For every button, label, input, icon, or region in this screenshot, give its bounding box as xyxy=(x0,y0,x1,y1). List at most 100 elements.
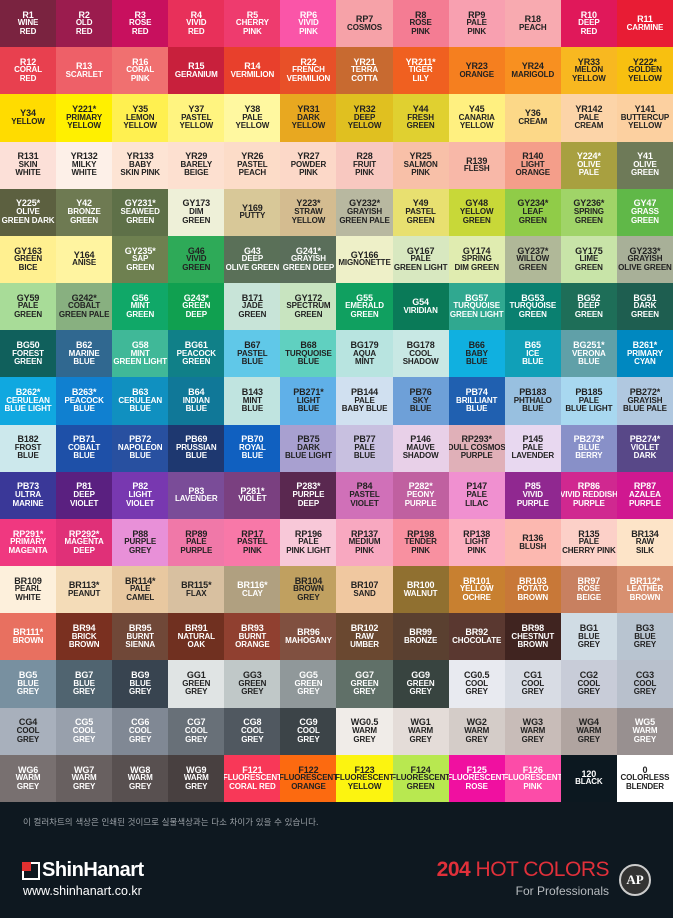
swatch-name: YELLOW xyxy=(459,206,494,216)
color-swatch: BG179 AQUA MINT xyxy=(336,330,393,378)
swatch-name: FLUORESCENT xyxy=(448,773,505,783)
swatch-name: FLESH xyxy=(463,164,490,174)
color-swatch: YR211* TIGER LILY xyxy=(392,47,449,95)
swatch-name: COTTA xyxy=(351,74,378,84)
color-swatch: P84 PASTEL VIOLET xyxy=(336,471,393,519)
color-swatch: B64 INDIAN BLUE xyxy=(168,377,225,425)
swatch-name: GREEN xyxy=(406,121,435,131)
swatch-name: WARM xyxy=(632,725,658,735)
color-swatch: G241* GRAYISH GREEN DEEP xyxy=(280,235,337,284)
swatch-name: YELLOW xyxy=(459,121,494,131)
swatch-name: GREEN xyxy=(126,309,155,319)
swatch-code: WG8 xyxy=(130,764,151,775)
swatch-code: R3 xyxy=(134,9,146,20)
color-swatch: RP198 TENDER PINK xyxy=(392,518,449,567)
swatch-name: ORANGE xyxy=(459,69,494,79)
swatch-code: G242* xyxy=(71,292,97,303)
color-swatch: BR104 BROWN GREY xyxy=(280,566,337,614)
swatch-code: GY167 xyxy=(406,245,435,256)
swatch-code: RP17 xyxy=(241,528,264,539)
swatch-name: GREEN xyxy=(14,254,43,264)
swatch-code: R11 xyxy=(637,13,653,24)
color-swatch: WG3 WARM GREY xyxy=(504,707,561,755)
swatch-name: SHADOW xyxy=(402,451,439,461)
color-swatch: GG5 GREEN GREY xyxy=(280,660,337,708)
swatch-code: RP87 xyxy=(633,481,656,492)
swatch-name: MINT xyxy=(242,395,262,405)
swatch-name: BUTTERCUP xyxy=(620,112,670,122)
swatch-name: TURQUOISE xyxy=(285,348,332,358)
color-swatch: BR103 POTATO BROWN xyxy=(504,566,561,614)
swatch-code: BR103 xyxy=(519,575,547,586)
swatch-code: RP89 xyxy=(185,528,208,539)
color-swatch: B67 PASTEL BLUE xyxy=(224,330,281,378)
color-swatch: BG50 FOREST GREEN xyxy=(0,330,57,378)
swatch-code: BR99 xyxy=(409,627,432,638)
swatch-name: PRUSSIAN xyxy=(176,442,217,452)
swatch-code: YR21 xyxy=(353,56,376,67)
swatch-name: GRAYISH xyxy=(627,254,663,264)
color-swatch: WG9 WARM GREY xyxy=(168,754,225,802)
swatch-name: DEEP xyxy=(578,18,600,28)
swatch-name: MILKY xyxy=(71,159,97,169)
color-swatch: P85 VIVID PURPLE xyxy=(504,471,561,519)
brand-logo: ShinHanart xyxy=(22,859,144,882)
swatch-name: COOL xyxy=(297,725,320,735)
swatch-name: PASTEL xyxy=(349,490,380,500)
swatch-name: SAP xyxy=(132,254,149,264)
swatch-code: R28 xyxy=(356,151,373,162)
color-swatch: F122 FLUORESCENT ORANGE xyxy=(280,754,337,802)
swatch-code: BG179 xyxy=(350,339,379,350)
swatch-name: OCHRE xyxy=(462,592,491,602)
swatch-name: BLUE xyxy=(185,451,207,461)
color-swatch: BR109 PEARL WHITE xyxy=(0,566,57,614)
swatch-name: SPRING xyxy=(461,254,492,264)
color-swatch: B143 MINT BLUE xyxy=(224,377,281,425)
color-swatch: R3 ROSE RED xyxy=(112,0,169,48)
color-swatch: RP293* DULL COSMOS PURPLE xyxy=(448,424,505,472)
swatch-name: GREY xyxy=(409,734,432,744)
swatch-name: COOL xyxy=(633,678,657,688)
swatch-name: VIOLET xyxy=(350,498,379,508)
swatch-name: BRILLIANT xyxy=(456,395,498,405)
swatch-name: BLENDER xyxy=(625,781,664,791)
swatch-name: COOL xyxy=(72,725,96,735)
swatch-code: R140 xyxy=(522,151,544,162)
color-swatch: BR100 WALNUT xyxy=(392,566,449,614)
swatch-name: CREAM xyxy=(574,121,604,131)
swatch-code: WG1 xyxy=(410,717,431,728)
swatch-code: WG3 xyxy=(522,717,543,728)
swatch-code: GY175 xyxy=(575,245,603,256)
swatch-code: B65 xyxy=(524,339,541,350)
color-swatch: RP87 AZALEA PURPLE xyxy=(616,471,673,519)
swatch-name: ROSE xyxy=(409,18,432,28)
swatch-name: PASTEL xyxy=(237,348,268,358)
swatch-code: GG9 xyxy=(411,670,430,681)
swatch-code: BR111* xyxy=(13,627,43,638)
swatch-code: PB273* xyxy=(573,434,605,445)
swatch-name: GREY xyxy=(633,687,657,697)
color-swatch: BR112* LEATHER BROWN xyxy=(616,566,673,614)
swatch-name: BROWN xyxy=(629,592,661,602)
color-swatch: B65 ICE BLUE xyxy=(504,330,561,378)
swatch-code: BG1 xyxy=(579,622,598,633)
swatch-name: WHITE xyxy=(71,168,97,178)
swatch-code: R14 xyxy=(244,61,261,72)
swatch-name: PINK xyxy=(355,168,374,178)
color-swatch: Y38 PALE YELLOW xyxy=(224,94,281,142)
swatch-code: GY234* xyxy=(517,198,549,209)
color-swatch: YR33 MELON YELLOW xyxy=(560,47,617,95)
swatch-name: GOLDEN xyxy=(628,65,662,75)
swatch-name: GREY xyxy=(577,687,600,697)
swatch-name: BRICK xyxy=(71,631,97,641)
swatch-name: GREEN xyxy=(630,215,659,225)
swatch-name: GREEN DEEP xyxy=(282,262,335,272)
swatch-name: OLIVE xyxy=(16,206,40,216)
color-swatch: B262* CERULEAN BLUE LIGHT xyxy=(0,377,57,425)
swatch-code: BR102 xyxy=(350,622,379,633)
swatch-code: G54 xyxy=(412,297,429,308)
swatch-name: TURQUOISE xyxy=(453,301,501,311)
swatch-code: PB75 xyxy=(297,434,320,445)
swatch-name: PALE xyxy=(130,584,151,594)
swatch-name: COBALT xyxy=(68,442,101,452)
